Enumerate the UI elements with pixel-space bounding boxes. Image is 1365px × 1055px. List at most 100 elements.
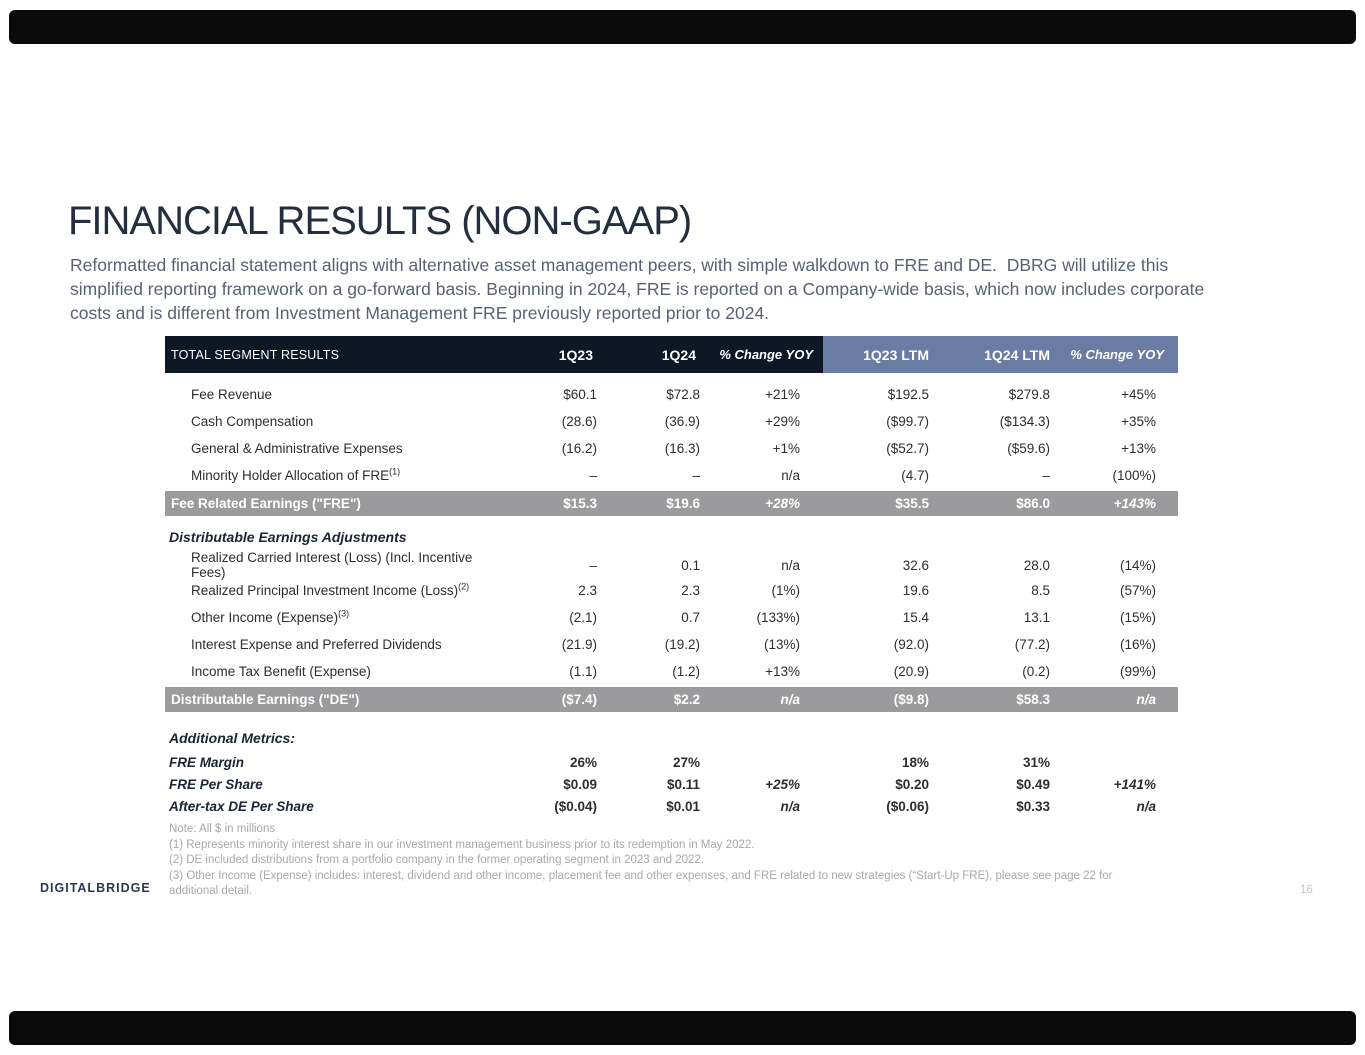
table-row: Cash Compensation (28.6) (36.9) +29% ($99.7)…	[165, 408, 1178, 435]
table-cell: (0.2)	[1022, 664, 1050, 679]
table-cell: $192.5	[887, 387, 929, 402]
table-row: Fee Revenue $60.1 $72.8 +21% $192.5 $279.8 +45…	[165, 381, 1178, 408]
table-cell: (19.2)	[664, 637, 700, 652]
table-cell: (4.7)	[901, 468, 929, 483]
table-cell: n/a	[781, 468, 800, 483]
table-cell: (1%)	[771, 583, 800, 598]
row-label: FRE Per Share	[169, 776, 263, 792]
row-label: Fee Revenue	[191, 387, 273, 402]
table-cell: (77.2)	[1014, 637, 1050, 652]
table-cell: $279.8	[1008, 387, 1050, 402]
table-cell: (28.6)	[561, 414, 597, 429]
table-cell: +1%	[772, 441, 800, 456]
table-cell: +21%	[765, 387, 800, 402]
table-cell: –	[692, 468, 700, 483]
row-label: Realized Carried Interest (Loss) (Incl. …	[191, 550, 473, 580]
table-cell: n/a	[1136, 798, 1156, 814]
table-row: Interest Expense and Preferred Dividends…	[165, 631, 1178, 658]
table-cell: (2.1)	[569, 610, 597, 625]
table-cell: (13%)	[763, 637, 800, 652]
table-cell: 27%	[672, 754, 700, 770]
table-cell: ($52.7)	[886, 441, 929, 456]
column-header: 1Q23 LTM	[823, 336, 937, 373]
row-label: Distributable Earnings Adjustments	[169, 528, 407, 545]
table-cell: 2.3	[681, 583, 700, 598]
row-label: Other Income (Expense)(3)	[191, 608, 350, 625]
table-row: After-tax DE Per Share ($0.04) $0.01 n/a ($0…	[165, 795, 1178, 817]
table-cell: ($99.7)	[886, 414, 929, 429]
intro-paragraph: Reformatted financial statement aligns w…	[70, 253, 1204, 325]
table-cell: $60.1	[563, 387, 597, 402]
table-cell: 0.1	[681, 557, 700, 573]
digitalbridge-logo: DIGITALBRIDGE	[40, 881, 151, 895]
table-cell: 32.6	[902, 557, 929, 573]
table-cell: 13.1	[1023, 610, 1050, 625]
table-cell: –	[589, 468, 597, 483]
financial-table: TOTAL SEGMENT RESULTS 1Q23 1Q24% Change YO…	[165, 336, 1178, 817]
table-cell: $0.20	[895, 776, 929, 792]
intro-line: Reformatted financial statement aligns w…	[70, 255, 1169, 275]
intro-line: costs and is different from Investment M…	[70, 303, 770, 323]
row-label: Interest Expense and Preferred Dividends	[191, 637, 442, 652]
table-row: FRE Margin 26% 27% 18% 31%	[165, 751, 1178, 773]
table-body: Fee Revenue $60.1 $72.8 +21% $192.5 $279.8 +45…	[165, 373, 1178, 817]
table-cell: (16.3)	[664, 441, 700, 456]
table-row: Distributable Earnings Adjustments	[165, 523, 1178, 550]
table-cell: 26%	[569, 754, 597, 770]
table-cell: –	[1042, 468, 1050, 483]
table-cell: +45%	[1121, 387, 1156, 402]
table-cell: $2.2	[673, 692, 700, 707]
row-label: Realized Principal Investment Income (Lo…	[191, 581, 470, 598]
table-cell: 31%	[1022, 754, 1050, 770]
table-cell: (57%)	[1119, 583, 1156, 598]
table-cell: (99%)	[1119, 664, 1156, 679]
table-row: Realized Carried Interest (Loss) (Incl. …	[165, 550, 1178, 580]
table-row: General & Administrative Expenses (16.2) (…	[165, 435, 1178, 462]
table-cell: $86.0	[1016, 496, 1050, 511]
table-cell: +29%	[765, 414, 800, 429]
table-cell: $15.3	[563, 496, 597, 511]
footnote-marker: (1)	[389, 466, 401, 477]
table-cell: (133%)	[756, 610, 800, 625]
footnote-marker: (2)	[458, 581, 470, 592]
column-header: 1Q24 LTM	[937, 336, 1058, 373]
row-label: General & Administrative Expenses	[191, 441, 403, 456]
row-label: Additional Metrics:	[169, 730, 296, 746]
table-cell: +35%	[1121, 414, 1156, 429]
table-cell: ($7.4)	[561, 692, 597, 707]
table-cell: –	[589, 557, 597, 573]
table-cell: n/a	[780, 798, 800, 814]
row-label: Fee Related Earnings ("FRE")	[171, 496, 361, 511]
footnote-line: (2) DE included distributions from a por…	[169, 854, 705, 866]
table-cell: $0.49	[1016, 776, 1050, 792]
table-row: Realized Principal Investment Income (Lo…	[165, 577, 1178, 604]
table-cell: 28.0	[1023, 557, 1050, 573]
table-cell: (20.9)	[893, 664, 929, 679]
table-cell: ($0.04)	[554, 798, 597, 814]
table-cell: n/a	[780, 692, 800, 707]
column-header: 1Q23	[495, 336, 605, 373]
footnote-line: (1) Represents minority interest share i…	[169, 838, 755, 851]
table-cell: 0.7	[681, 610, 700, 625]
logo-part-digital: DIGITAL	[40, 881, 97, 895]
footnotes: Note: All $ in millions (1) Represents mi…	[169, 822, 1154, 900]
column-header: % Change YOY	[1058, 336, 1178, 373]
table-cell: +141%	[1113, 776, 1156, 792]
table-row: Distributable Earnings ("DE") ($7.4) $2.2 n…	[165, 687, 1178, 712]
table-cell: $35.5	[895, 496, 929, 511]
bottom-letterbox-bar	[9, 1011, 1356, 1045]
table-row: Additional Metrics:	[165, 725, 1178, 751]
table-row: Fee Related Earnings ("FRE") $15.3 $19.6 +2…	[165, 491, 1178, 516]
table-cell: $0.33	[1016, 798, 1050, 814]
table-header-row: TOTAL SEGMENT RESULTS 1Q23 1Q24% Change YO…	[165, 336, 1178, 373]
row-label: After-tax DE Per Share	[169, 798, 314, 814]
table-cell: ($134.3)	[999, 414, 1050, 429]
table-cell: ($0.06)	[886, 798, 929, 814]
table-cell: $0.01	[666, 798, 700, 814]
table-row: Other Income (Expense)(3) (2.1) 0.7 (133%) 1…	[165, 604, 1178, 631]
table-cell: (1.1)	[569, 664, 597, 679]
table-cell: ($9.8)	[893, 692, 929, 707]
column-header: % Change YOY	[708, 336, 823, 373]
row-label: Cash Compensation	[191, 414, 314, 429]
